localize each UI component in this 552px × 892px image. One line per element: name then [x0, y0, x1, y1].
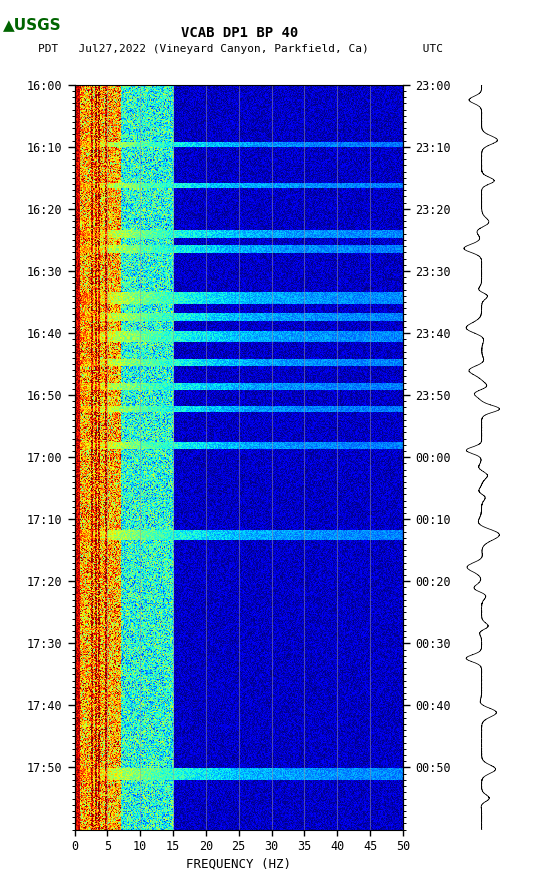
Text: PDT   Jul27,2022 (Vineyard Canyon, Parkfield, Ca)        UTC: PDT Jul27,2022 (Vineyard Canyon, Parkfie…	[38, 44, 443, 54]
X-axis label: FREQUENCY (HZ): FREQUENCY (HZ)	[186, 857, 291, 870]
Text: VCAB DP1 BP 40: VCAB DP1 BP 40	[182, 26, 299, 40]
Text: ▲USGS: ▲USGS	[3, 17, 61, 32]
